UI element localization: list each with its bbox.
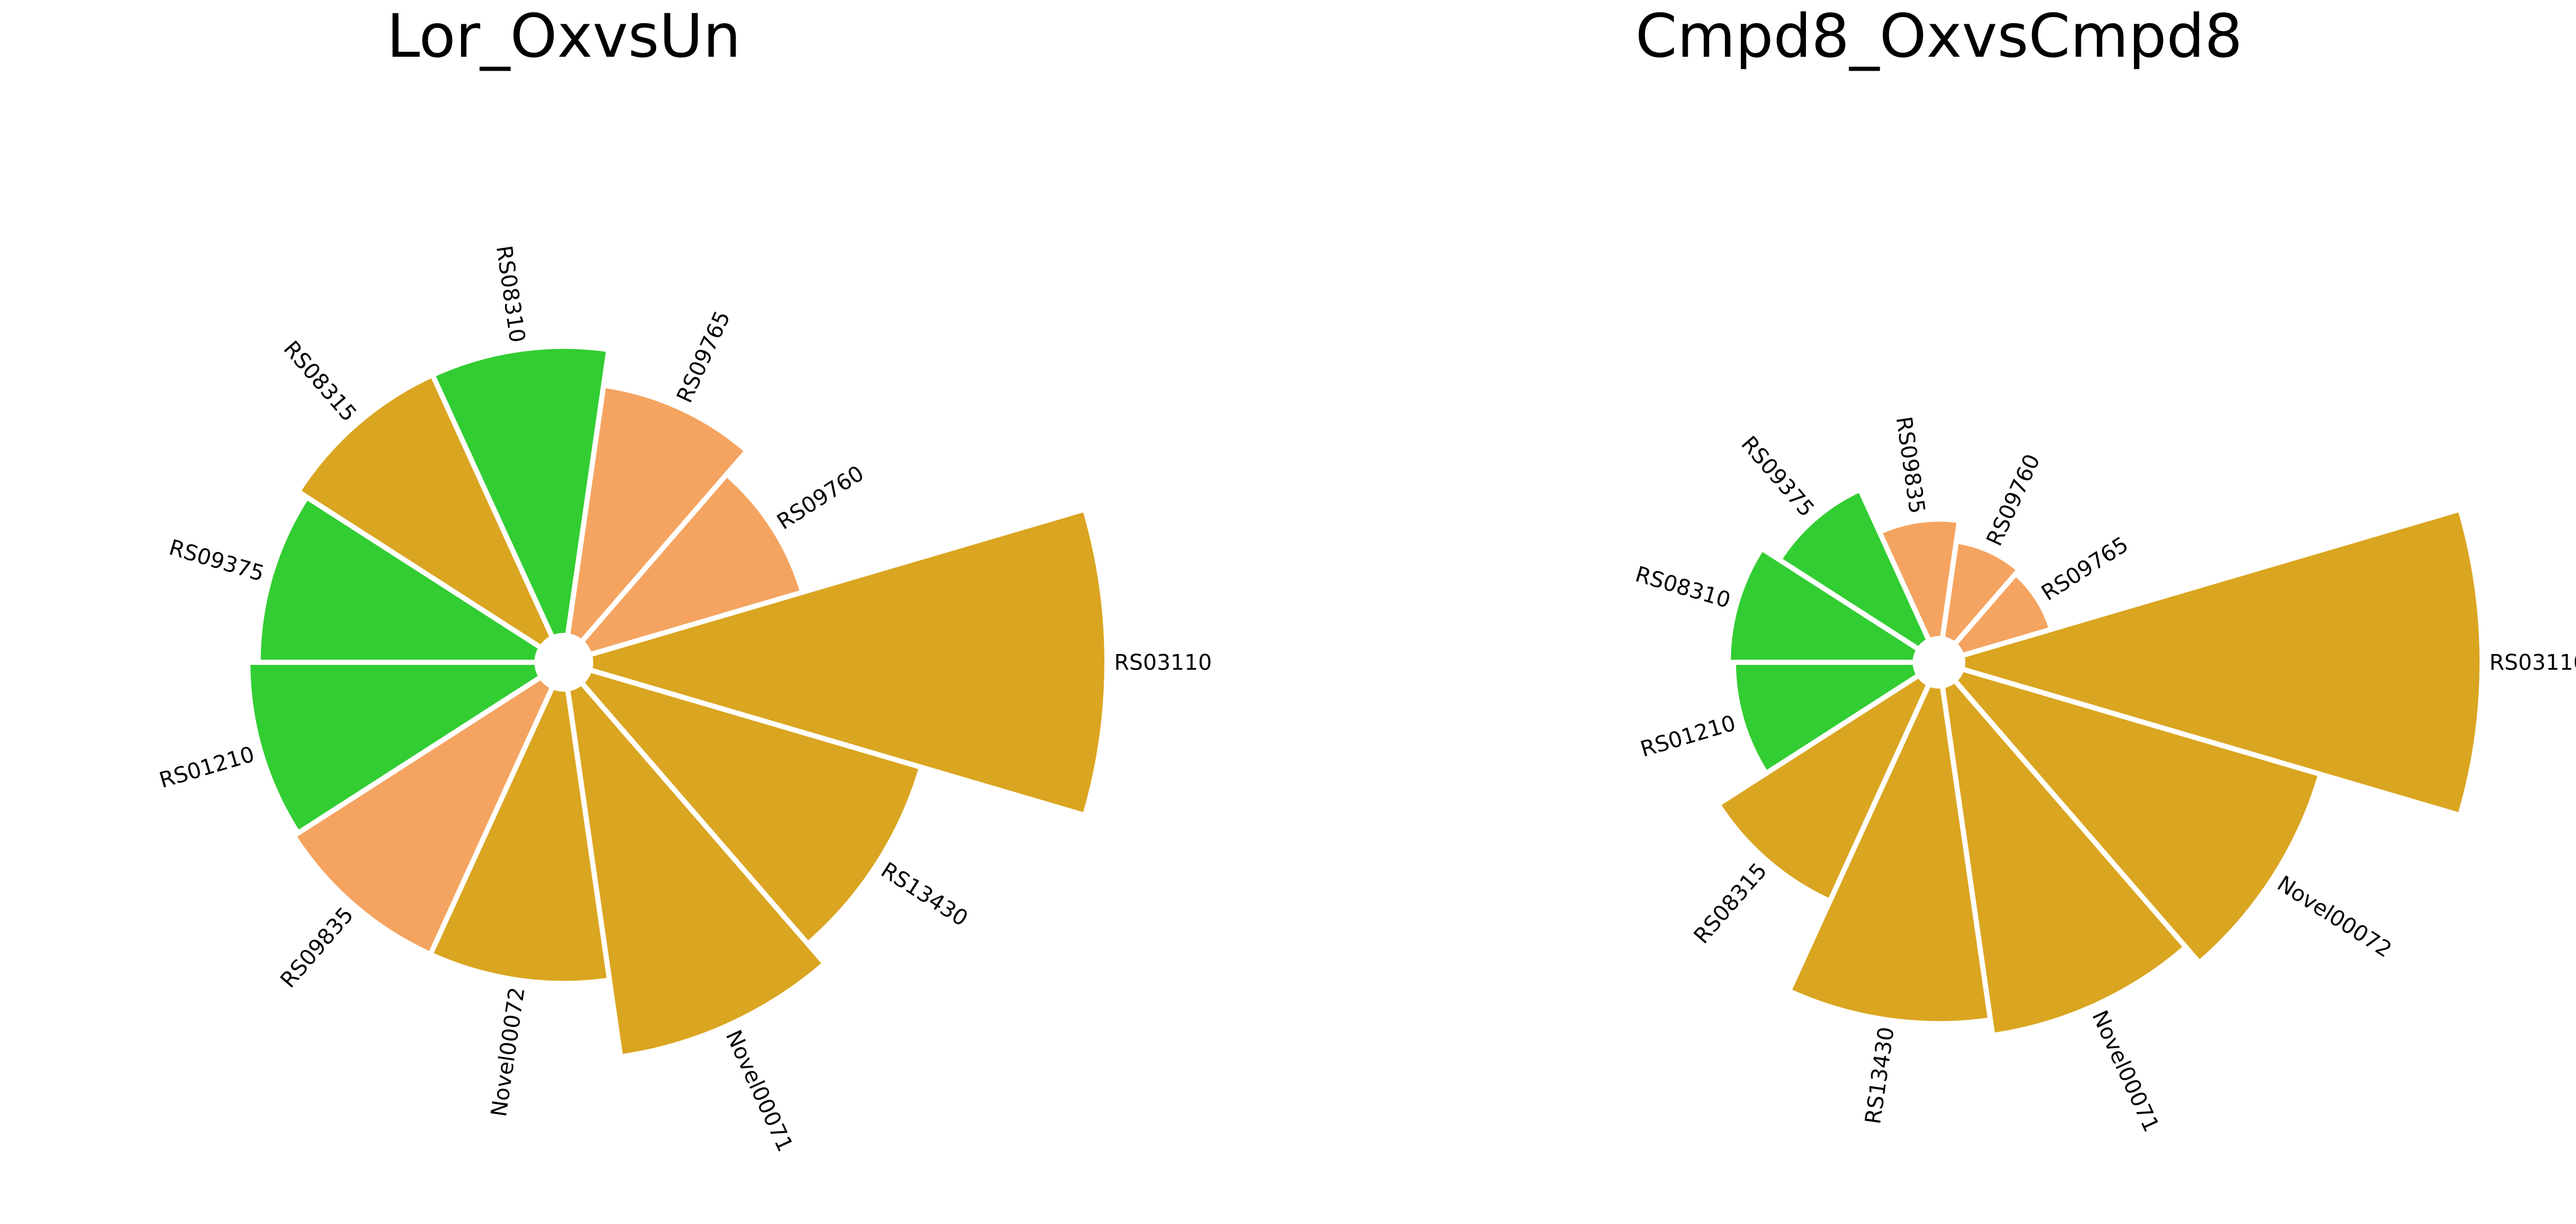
bars-left: [245, 344, 1110, 1060]
bar-RS13430: [1785, 680, 1994, 1026]
bar-RS13430: [577, 666, 925, 948]
bar-RS01210: [245, 660, 545, 837]
bar-RS08315: [294, 371, 557, 651]
bar-label-RS13430: RS13430: [876, 857, 972, 932]
bar-RS08310: [1725, 545, 1923, 665]
bar-label-Novel00071: Novel00071: [2087, 1006, 2164, 1136]
bar-RS09835: [1876, 516, 1963, 644]
polar-bar-chart-right: Cmpd8_OxvsCmpd8 RS03110 Novel00072 Novel00…: [1633, 2, 2576, 1136]
bar-label-RS08315: RS08315: [279, 336, 362, 426]
bar-Novel00072: [427, 683, 613, 986]
bar-label-RS09375: RS09375: [166, 534, 267, 586]
bar-label-RS09760: RS09760: [772, 461, 868, 535]
bar-label-RS09375: RS09375: [1736, 431, 1819, 521]
bar-label-RS08315: RS08315: [1689, 858, 1772, 948]
bar-RS09765: [1951, 570, 2055, 659]
bar-label-RS08310: RS08310: [492, 244, 530, 344]
bar-RS09835: [290, 673, 557, 958]
bar-RS09375: [1775, 486, 1933, 654]
bar-label-RS03110: RS03110: [2489, 650, 2576, 675]
chart-title-left: Lor_OxvsUn: [387, 2, 741, 71]
bar-label-RS13430: RS13430: [1860, 1025, 1899, 1125]
bar-label-Novel00072: Novel00072: [2273, 871, 2396, 962]
polar-bar-chart-left: Lor_OxvsUn RS03110 RS13430 Novel00071 Novel…: [156, 2, 1212, 1155]
bar-label-Novel00071: Novel00071: [721, 1026, 798, 1155]
bar-label-Novel00072: Novel00072: [486, 986, 530, 1118]
bar-RS08315: [1714, 671, 1933, 905]
bar-label-RS09765: RS09765: [672, 307, 735, 406]
bar-RS09760: [577, 470, 806, 658]
bars-right: [1714, 486, 2485, 1038]
bar-label-RS03110: RS03110: [1114, 650, 1212, 675]
bar-RS09375: [255, 493, 545, 665]
bar-label-RS09835: RS09835: [1891, 415, 1930, 515]
bar-Novel00071: [1939, 676, 2190, 1038]
bar-RS08310: [429, 344, 612, 642]
bar-label-RS09835: RS09835: [275, 902, 358, 992]
chart-title-right: Cmpd8_OxvsCmpd8: [1635, 2, 2242, 71]
bar-label-RS09765: RS09765: [2037, 532, 2133, 606]
bar-label-RS01210: RS01210: [156, 741, 257, 793]
bar-RS01210: [1731, 660, 1923, 777]
bar-label-RS08310: RS08310: [1633, 561, 1734, 613]
bar-RS09765: [564, 382, 751, 646]
bar-label-RS01210: RS01210: [1638, 710, 1739, 762]
bar-RS09760: [1939, 538, 2023, 648]
bar-label-RS09760: RS09760: [1981, 450, 2045, 550]
